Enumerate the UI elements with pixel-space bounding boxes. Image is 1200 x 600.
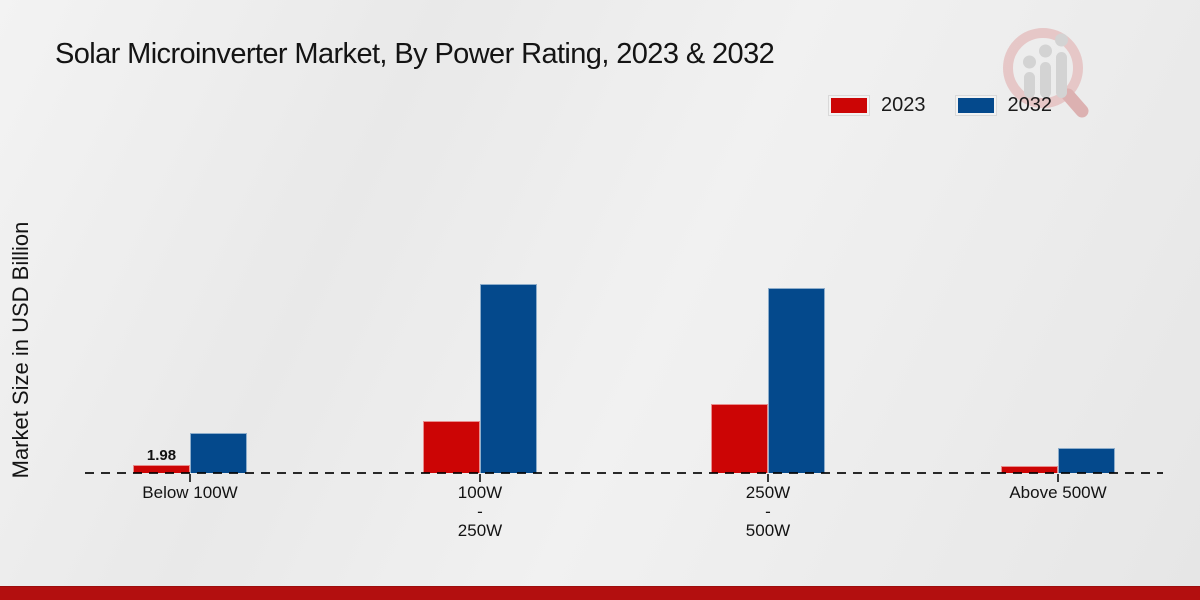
x-axis-tick (479, 474, 481, 482)
x-axis-category-label: 250W -500W (745, 483, 791, 540)
legend-swatch (955, 96, 996, 115)
x-axis-tick (1057, 474, 1059, 482)
bar-2023-above-500w (1001, 466, 1058, 473)
legend-label: 2023 (881, 94, 926, 116)
bar-2032-100w-250w (480, 284, 537, 473)
bar-group-250w-500w (711, 288, 825, 473)
bar-2023-100w-250w (423, 421, 480, 473)
legend: 2023 2032 (829, 94, 1052, 117)
bar-group-100w-250w (423, 284, 537, 473)
bar-2023-below-100w: 1.98 (133, 447, 190, 473)
x-axis-category-label: 100W -250W (457, 483, 503, 540)
market-research-future-logo-watermark (1003, 28, 1089, 118)
legend-item-2032: 2032 (955, 94, 1053, 117)
x-axis-baseline (85, 472, 1163, 474)
bar-2023-250w-500w (711, 404, 768, 473)
bar-group-below-100w: 1.98 (133, 433, 247, 473)
chart-title: Solar Microinverter Market, By Power Rat… (55, 38, 775, 70)
x-axis-category-label: Below 100W (142, 483, 238, 502)
bar-group-above-500w (1001, 448, 1115, 473)
legend-swatch (829, 96, 869, 115)
x-axis-tick (767, 474, 769, 482)
bar-2032-below-100w (190, 433, 247, 473)
footer-accent-bar (0, 586, 1200, 600)
legend-item-2023: 2023 (829, 94, 926, 117)
bar-2032-above-500w (1058, 448, 1115, 473)
bar-value-label: 1.98 (146, 447, 177, 464)
bar-2032-250w-500w (768, 288, 825, 473)
x-axis-category-label: Above 500W (1009, 483, 1107, 502)
legend-label: 2032 (1007, 94, 1053, 116)
x-axis-tick (189, 474, 191, 482)
